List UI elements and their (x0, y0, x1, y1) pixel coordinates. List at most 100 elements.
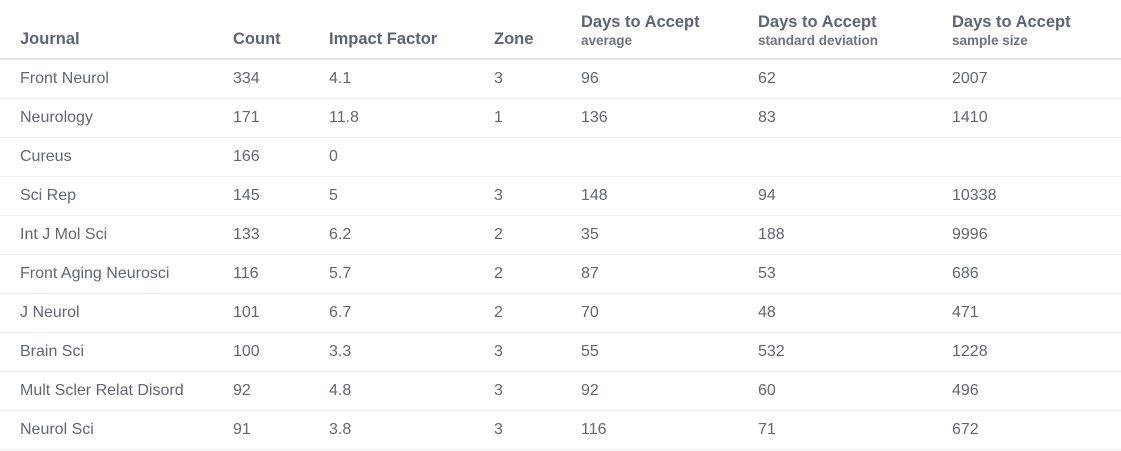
header-journal[interactable]: Journal (0, 0, 213, 59)
cell-days-average: 35 (581, 225, 599, 243)
header-days-sd-title: Days to Accept (758, 13, 877, 31)
cell-journal: Mult Scler Relat Disord (20, 381, 184, 399)
header-journal-label: Journal (20, 30, 80, 48)
cell-days-average (561, 137, 738, 176)
cell-days-sd: 188 (758, 225, 785, 243)
cell-journal: J Neurol (20, 303, 80, 321)
cell-impact-factor: 4.1 (329, 69, 352, 87)
cell-impact-factor: 3.3 (329, 342, 352, 360)
cell-journal: Neurology (20, 108, 93, 126)
cell-zone: 3 (494, 420, 503, 438)
header-days-average-title: Days to Accept (581, 13, 700, 31)
table-row: Cureus 166 0 (0, 137, 1121, 176)
cell-days-average: 70 (581, 303, 599, 321)
cell-impact-factor: 4.8 (329, 381, 352, 399)
cell-impact-factor: 5 (329, 186, 338, 204)
cell-impact-factor: 11.8 (329, 108, 359, 126)
cell-impact-factor: 5.7 (329, 264, 352, 282)
header-impact-factor-label: Impact Factor (329, 30, 438, 48)
table-row: Neurology 171 11.8 1 136 83 1410 (0, 98, 1121, 137)
cell-days-average: 116 (581, 420, 607, 438)
cell-days-sample-size: 10338 (952, 186, 997, 204)
cell-zone: 2 (494, 303, 503, 321)
cell-days-average: 136 (581, 108, 608, 126)
cell-count: 166 (233, 147, 260, 165)
cell-count: 91 (233, 420, 251, 438)
header-days-sample-size-sub: sample size (952, 33, 1028, 48)
cell-days-sd: 83 (758, 108, 776, 126)
cell-zone (474, 137, 561, 176)
cell-days-sample-size: 1228 (952, 342, 988, 360)
cell-days-sd: 48 (758, 303, 776, 321)
header-count[interactable]: Count (213, 0, 309, 59)
header-days-sd-sub: standard deviation (758, 33, 879, 48)
header-count-label: Count (233, 30, 281, 48)
table-row: Mult Scler Relat Disord 92 4.8 3 92 60 4… (0, 371, 1121, 410)
cell-days-sample-size: 1410 (952, 108, 988, 126)
header-days-average-sub: average (581, 33, 633, 48)
table-row: Front Neurol 334 4.1 3 96 62 2007 (0, 59, 1121, 98)
cell-days-sd: 62 (758, 69, 776, 87)
cell-journal: Cureus (20, 147, 72, 165)
header-days-sd[interactable]: Days to Accept standard deviation (738, 0, 932, 59)
cell-days-sd: 53 (758, 264, 776, 282)
cell-journal: Sci Rep (20, 186, 77, 204)
cell-zone: 2 (494, 264, 503, 282)
cell-impact-factor: 6.2 (329, 225, 352, 243)
cell-count: 133 (233, 225, 260, 243)
cell-days-sd: 60 (758, 381, 776, 399)
header-days-sample-size-title: Days to Accept (952, 13, 1071, 31)
cell-days-sd (738, 137, 932, 176)
cell-count: 101 (233, 303, 260, 321)
cell-zone: 1 (494, 108, 503, 126)
cell-zone: 2 (494, 225, 503, 243)
cell-count: 171 (233, 108, 260, 126)
cell-count: 100 (233, 342, 260, 360)
cell-days-sample-size: 672 (952, 420, 979, 438)
cell-journal: Int J Mol Sci (20, 225, 108, 243)
cell-days-sd: 71 (758, 420, 776, 438)
header-zone-label: Zone (494, 30, 534, 48)
cell-days-average: 92 (581, 381, 599, 399)
cell-days-average: 87 (581, 264, 599, 282)
cell-days-sample-size: 686 (952, 264, 979, 282)
cell-zone: 3 (494, 381, 503, 399)
cell-days-average: 96 (581, 69, 599, 87)
cell-zone: 3 (494, 186, 503, 204)
table-row: Brain Sci 100 3.3 3 55 532 1228 (0, 332, 1121, 371)
table-row: Neurol Sci 91 3.8 3 116 71 672 (0, 410, 1121, 449)
table-row: Sci Rep 145 5 3 148 94 10338 (0, 176, 1121, 215)
table-header-row: Journal Count Impact Factor Zone Days to… (0, 0, 1121, 59)
cell-journal: Front Neurol (20, 69, 109, 87)
cell-count: 92 (233, 381, 251, 399)
header-impact-factor[interactable]: Impact Factor (309, 0, 474, 59)
cell-journal: Brain Sci (20, 342, 85, 360)
cell-days-sample-size: 496 (952, 381, 979, 399)
table-row: J Neurol 101 6.7 2 70 48 471 (0, 293, 1121, 332)
cell-days-average: 55 (581, 342, 599, 360)
cell-days-sample-size: 9996 (952, 225, 988, 243)
cell-impact-factor: 6.7 (329, 303, 352, 321)
cell-journal: Neurol Sci (20, 420, 94, 438)
table-row: Front Aging Neurosci 116 5.7 2 87 53 686 (0, 254, 1121, 293)
cell-count: 116 (233, 264, 259, 282)
cell-count: 145 (233, 186, 260, 204)
cell-journal: Front Aging Neurosci (20, 264, 170, 282)
header-zone[interactable]: Zone (474, 0, 561, 59)
cell-days-sample-size: 471 (952, 303, 979, 321)
cell-impact-factor: 0 (329, 147, 338, 165)
cell-impact-factor: 3.8 (329, 420, 352, 438)
cell-days-average: 148 (581, 186, 608, 204)
cell-zone: 3 (494, 69, 503, 87)
cell-days-sample-size (932, 137, 1121, 176)
table-row: Int J Mol Sci 133 6.2 2 35 188 9996 (0, 215, 1121, 254)
cell-days-sample-size: 2007 (952, 69, 988, 87)
cell-days-sd: 94 (758, 186, 776, 204)
header-days-average[interactable]: Days to Accept average (561, 0, 738, 59)
cell-days-sd: 532 (758, 342, 785, 360)
header-days-sample-size[interactable]: Days to Accept sample size (932, 0, 1121, 59)
cell-count: 334 (233, 69, 260, 87)
cell-zone: 3 (494, 342, 503, 360)
